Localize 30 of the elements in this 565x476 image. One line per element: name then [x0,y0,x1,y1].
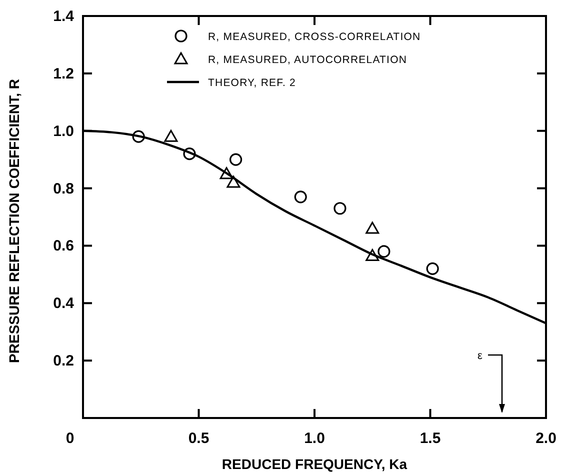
x-tick-label: 1.0 [304,430,325,447]
point [366,222,380,234]
y-tick-label: 1.2 [53,65,74,82]
x-tick-label: 0.5 [188,430,210,447]
y-tick-label: 1.4 [53,8,75,25]
point [366,249,380,262]
point [220,167,234,180]
x-tick-label: 1.5 [420,430,441,447]
point [226,176,240,188]
y-tick-label: 0.4 [53,295,75,312]
y-tick-label: 0.8 [53,180,74,198]
point [334,202,346,215]
point [426,262,439,275]
point [294,190,307,204]
legend-label: THEORY, REF. 2 [208,77,296,89]
point [132,130,145,143]
legend-label: R, MEASURED, CROSS-CORRELATION [208,31,421,43]
y-axis-title: PRESSURE REFLECTION COEFFICIENT, R [6,79,22,363]
x-axis-title: REDUCED FREQUENCY, Ka [222,456,408,472]
point [378,245,390,258]
point [183,148,196,160]
annotation: ε [478,350,483,362]
point [229,153,242,166]
y-tick-label: 1.0 [53,122,74,140]
point [164,130,178,142]
y-tick-label: 0.6 [53,238,74,255]
x-tick-label: 2.0 [536,430,556,447]
y-tick-label: 0.2 [53,352,74,370]
legend-label: R, MEASURED, AUTOCORRELATION [208,54,408,66]
x-tick-label: 0 [66,430,74,447]
